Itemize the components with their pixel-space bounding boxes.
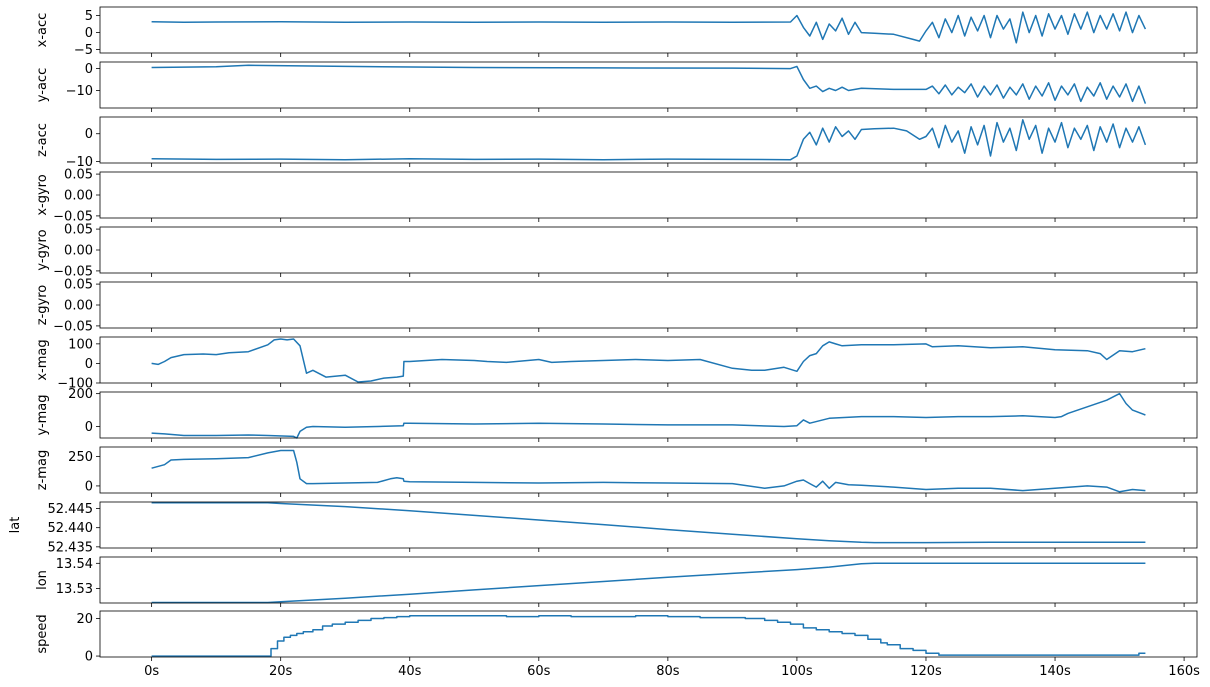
panel-lat: 52.435 52.440 52.445 lat (8, 501, 1198, 555)
panel-z-gyro: −0.05 0.00 0.05 z-gyro (35, 278, 1198, 334)
axes-frame (99, 446, 1198, 494)
y-tick-label: 0 (85, 479, 93, 494)
y-axis-label: lon (35, 570, 50, 590)
x-tick-label: 80s (656, 664, 680, 679)
panel-z-mag: 0 250 z-mag (35, 446, 1198, 497)
series-line-lon (151, 562, 1146, 604)
y-tick-label: −100 (57, 377, 93, 392)
axes-frame (99, 226, 1198, 274)
axes-frame (99, 610, 1198, 658)
y-axis-label: x-acc (35, 13, 50, 48)
x-tick-label: 60s (527, 664, 551, 679)
y-tick-label: 0 (85, 357, 93, 372)
y-tick-label: −5 (74, 43, 93, 58)
axes-frame (99, 61, 1198, 109)
series-line-lat (151, 502, 1146, 544)
y-tick-label: 0 (85, 62, 93, 77)
y-axis-label: y-acc (35, 68, 50, 102)
y-tick-label: 5 (85, 9, 93, 24)
y-axis-label: y-mag (35, 394, 50, 435)
x-tick-label: 160s (1168, 664, 1200, 679)
y-tick-label: −10 (66, 84, 93, 99)
series-line-x-mag (151, 338, 1146, 383)
y-tick-label: 250 (68, 450, 93, 465)
panel-x-gyro: −0.05 0.00 0.05 x-gyro (35, 168, 1198, 224)
panel-speed: 0 20 0s 20s 40s 60s 80s 100s 120s 140s 160s speed (35, 610, 1200, 679)
axes-frame (99, 171, 1198, 219)
series-line-y-mag (151, 392, 1146, 439)
x-tick-label: 140s (1039, 664, 1071, 679)
y-tick-label: −0.05 (53, 264, 93, 279)
y-tick-label: 200 (68, 387, 93, 402)
x-tick-label: 0s (144, 664, 159, 679)
axes-frame (99, 501, 1198, 549)
y-axis-label: z-mag (35, 450, 50, 490)
series-line-y-acc (151, 64, 1147, 104)
series-line-z-mag (151, 449, 1146, 493)
y-tick-label: 0.00 (64, 299, 93, 314)
y-axis-label: x-mag (35, 339, 50, 380)
axes-frame (99, 336, 1198, 384)
panel-x-mag: −100 0 100 x-mag (35, 336, 1198, 392)
y-axis-label: y-gyro (35, 229, 50, 270)
y-axis-label: speed (35, 614, 50, 653)
y-tick-label: 52.440 (48, 521, 94, 536)
y-axis-label: lat (8, 517, 23, 534)
y-tick-label: 0.00 (64, 189, 93, 204)
panel-y-acc: −10 0 y-acc (35, 61, 1198, 112)
axes-frame (99, 6, 1198, 54)
y-tick-label: 0.05 (64, 168, 93, 183)
axes-frame (99, 391, 1198, 439)
y-tick-label: 100 (68, 337, 93, 352)
y-tick-label: 0 (85, 127, 93, 142)
y-axis-label: z-acc (35, 123, 50, 157)
x-tick-label: 40s (398, 664, 422, 679)
x-tick-label: 100s (781, 664, 813, 679)
series-line-speed (151, 614, 1146, 657)
panel-y-gyro: −0.05 0.00 0.05 y-gyro (35, 223, 1198, 279)
x-tick-label: 120s (910, 664, 942, 679)
series-line-z-acc (151, 119, 1147, 161)
y-tick-label: 13.53 (56, 582, 93, 597)
panel-x-acc: −5 0 5 x-acc (35, 6, 1198, 58)
panel-y-mag: 0 200 y-mag (35, 387, 1198, 442)
y-tick-label: 0 (85, 420, 93, 435)
y-tick-label: 0.00 (64, 244, 93, 259)
y-tick-label: −0.05 (53, 319, 93, 334)
y-tick-label: −10 (66, 155, 93, 170)
y-tick-label: −0.05 (53, 209, 93, 224)
axes-frame (99, 281, 1198, 329)
panel-lon: 13.53 13.54 lon (35, 556, 1198, 607)
x-tick-label: 20s (269, 664, 293, 679)
y-tick-label: 0.05 (64, 278, 93, 293)
axes-frame (99, 116, 1198, 164)
y-tick-label: 0.05 (64, 223, 93, 238)
series-line-x-acc (151, 11, 1147, 44)
y-axis-label: x-gyro (35, 174, 50, 215)
y-tick-label: 0 (85, 26, 93, 41)
y-tick-label: 20 (76, 612, 93, 627)
y-tick-label: 0 (85, 650, 93, 665)
y-tick-label: 52.445 (48, 502, 94, 517)
axes-frame (99, 556, 1198, 604)
y-tick-label: 52.435 (48, 540, 94, 555)
y-tick-label: 13.54 (56, 557, 93, 572)
panel-z-acc: −10 0 z-acc (35, 116, 1198, 170)
y-axis-label: z-gyro (35, 285, 50, 326)
